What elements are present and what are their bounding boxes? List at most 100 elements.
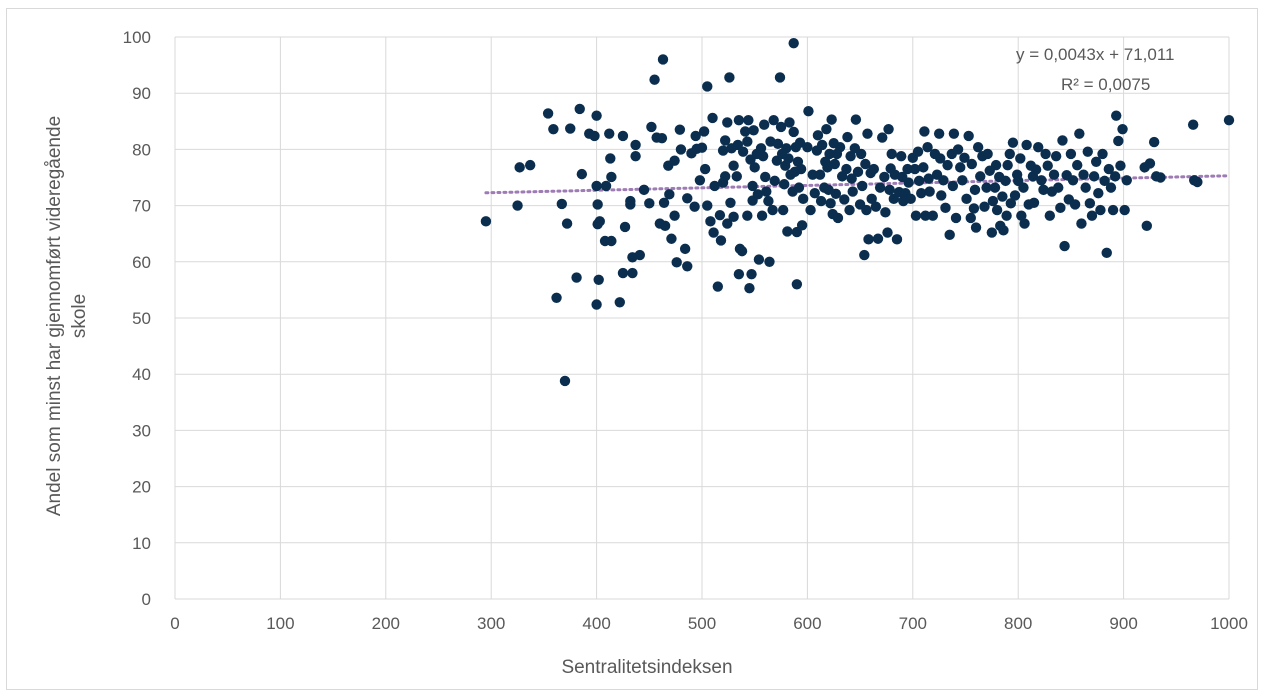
data-point [783, 153, 794, 164]
data-point [551, 292, 562, 303]
data-point [1117, 123, 1128, 135]
data-point [862, 128, 873, 139]
data-point [998, 225, 1009, 236]
data-point [768, 114, 779, 126]
data-point [606, 235, 617, 247]
data-point [674, 124, 686, 135]
data-point [565, 123, 576, 134]
data-point [883, 123, 894, 135]
data-point [910, 210, 922, 221]
x-axis-title: Sentralitetsindeksen [561, 657, 732, 678]
data-point [627, 267, 638, 279]
data-point [842, 131, 853, 143]
data-point [689, 201, 700, 212]
y-tick-label: 0 [142, 590, 151, 609]
data-point [714, 209, 726, 221]
data-point [919, 126, 930, 137]
data-point [989, 182, 1001, 193]
data-point [1069, 199, 1081, 210]
x-tick-label: 800 [1004, 614, 1032, 633]
data-point [933, 128, 945, 139]
data-point [1065, 148, 1077, 160]
data-point [861, 204, 872, 216]
data-point [1053, 182, 1064, 193]
data-point [860, 158, 871, 170]
data-point [769, 175, 780, 187]
data-point [784, 117, 795, 128]
data-point [935, 153, 946, 164]
data-point [793, 182, 805, 193]
data-point [839, 194, 850, 205]
data-point [947, 180, 959, 192]
data-point [524, 159, 536, 171]
data-point [717, 145, 729, 156]
x-tick-label: 300 [477, 614, 505, 633]
data-point [1007, 137, 1019, 148]
data-point [592, 199, 603, 210]
data-point [807, 169, 818, 180]
data-point [986, 227, 998, 238]
data-point [763, 195, 774, 207]
data-point [797, 193, 809, 205]
data-point [990, 159, 1002, 171]
data-point [1033, 141, 1044, 153]
data-point [1086, 210, 1098, 221]
x-tick-label: 400 [582, 614, 610, 633]
data-point [1111, 110, 1122, 121]
data-point [884, 184, 895, 196]
x-axis-ticks: 0 100 200 300 400 500 600 700 800 900 1000 [170, 614, 1248, 633]
data-point [702, 81, 713, 92]
trendline-r-squared: R² = 0,0075 [1061, 75, 1150, 94]
data-point [1107, 204, 1119, 216]
data-point [918, 162, 929, 173]
data-point [913, 175, 925, 187]
data-point [705, 216, 716, 227]
data-point [997, 191, 1008, 202]
x-tick-label: 600 [793, 614, 821, 633]
data-point [1067, 175, 1079, 186]
data-point [834, 141, 846, 153]
data-point [816, 139, 828, 151]
data-point [814, 169, 826, 180]
data-point [879, 171, 890, 183]
data-point [882, 227, 893, 238]
y-axis-title-line-2: skole [69, 294, 90, 338]
y-tick-label: 70 [132, 197, 151, 216]
data-point [682, 261, 693, 272]
data-point [699, 163, 711, 175]
data-point [772, 138, 784, 149]
data-point [940, 202, 951, 214]
data-point [924, 186, 935, 197]
data-point [903, 177, 914, 188]
data-point [1018, 182, 1029, 193]
data-point [764, 256, 775, 267]
data-point [1080, 182, 1091, 193]
data-point [755, 143, 767, 154]
x-tick-label: 0 [170, 614, 179, 633]
data-point [559, 375, 571, 387]
data-point [1144, 158, 1156, 169]
data-point [826, 114, 837, 125]
data-point [912, 146, 924, 157]
data-point [722, 117, 733, 128]
data-point [767, 204, 778, 216]
data-point [1076, 218, 1087, 229]
data-point [707, 112, 718, 124]
data-point [809, 188, 820, 199]
scatter-chart: 0 10 20 30 40 50 60 70 80 90 100 0 100 200 300 400 500 6… [44, 28, 1248, 678]
data-point [1057, 135, 1068, 146]
data-point [1082, 146, 1093, 157]
data-point [548, 123, 559, 135]
data-point [649, 74, 660, 85]
data-point [669, 155, 680, 166]
data-point [957, 175, 968, 186]
y-tick-label: 90 [132, 84, 151, 103]
data-point [594, 216, 605, 227]
data-point [724, 72, 735, 83]
data-point [872, 233, 884, 244]
data-point [874, 182, 886, 193]
data-point [830, 188, 842, 199]
chart-frame: 0 10 20 30 40 50 60 70 80 90 100 0 100 200 300 400 500 6… [6, 8, 1258, 690]
data-point [938, 175, 949, 186]
data-point [891, 234, 903, 245]
